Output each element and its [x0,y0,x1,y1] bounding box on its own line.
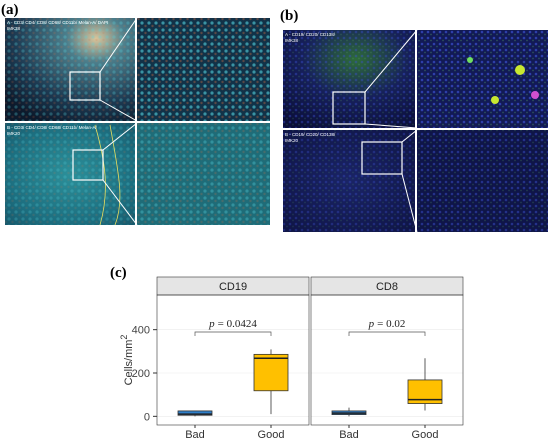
x-tick-label: Bad [339,429,359,439]
cell [531,91,539,99]
p-symbol: p [368,318,375,330]
y-axis-title-text: Cells/mm [123,340,135,386]
zoom-line [401,129,418,143]
plot-panel [156,294,310,426]
micrograph-texture [417,30,548,128]
stain-label: A - CD19/ CD20/ CD138/ [285,32,336,37]
x-tick-label: Good [412,429,439,439]
case-label: IMK38 [285,38,299,43]
cell [491,96,499,104]
zoom-box [69,71,101,101]
cell [467,57,473,63]
case-label: IMK20 [7,131,21,136]
micrograph-texture [283,30,415,128]
zoom-line [99,99,138,122]
cell [515,65,525,75]
y-tick-label: 200 [132,368,150,380]
micrograph-texture [283,130,415,232]
y-tick-label: 400 [132,325,150,337]
panel-label: (a) [1,2,19,18]
plot-panel [310,294,464,426]
region-outline [94,124,121,226]
p-symbol: p [208,318,215,330]
zoom-box [361,141,403,175]
y-axis-title: Cells/mm2 [119,335,135,386]
panel-label: (c) [110,265,127,281]
micrograph-texture [137,123,270,225]
box [177,410,213,416]
zoom-box [72,149,104,181]
zoom-box [332,91,366,125]
panel-label: (b) [280,8,298,24]
p-text: = 0.0424 [218,318,258,330]
y-axis-title-sup: 2 [119,335,129,340]
panel-b: (b) A - CD19/ CD20/ CD138/ IMK38 B - CD1… [280,8,548,233]
y-tick-label: 0 [144,411,150,423]
x-tick-label: Good [258,429,285,439]
zoom-line [102,179,138,226]
significance-bracket [194,331,272,336]
stain-label: B - CD19/ CD20/ CD138/ [285,132,336,137]
p-value: p = 0.02 [368,318,406,330]
zoom-line [401,173,418,233]
zoom-line [102,122,138,151]
micrograph-texture [137,18,270,121]
facet-title: CD19 [219,281,247,293]
x-tick-label: Bad [185,429,205,439]
zoom-line [99,17,138,73]
zoom-line [364,29,418,93]
case-label: IMK38 [7,26,21,31]
micrograph-texture [5,123,135,225]
box [407,379,443,404]
significance-bracket [348,331,426,336]
case-label: IMK20 [285,138,299,143]
box [253,353,289,392]
zoom-line [364,123,418,129]
micrograph-texture [417,130,548,232]
stain-label: B - CD3/ CD4/ CD8/ CD68/ CD11b/ Melan-A/ [7,125,97,130]
p-text: = 0.02 [377,318,405,330]
micrograph-texture [5,18,135,121]
stain-label: A - CD3/ CD4/ CD8/ CD68/ CD11b/ Melan-A/… [7,20,108,25]
p-value: p = 0.0424 [208,318,257,330]
facet-title: CD8 [376,281,398,293]
panel-a: (a) A - CD3/ CD4/ CD8/ CD68/ CD11b/ Mela… [1,2,270,226]
